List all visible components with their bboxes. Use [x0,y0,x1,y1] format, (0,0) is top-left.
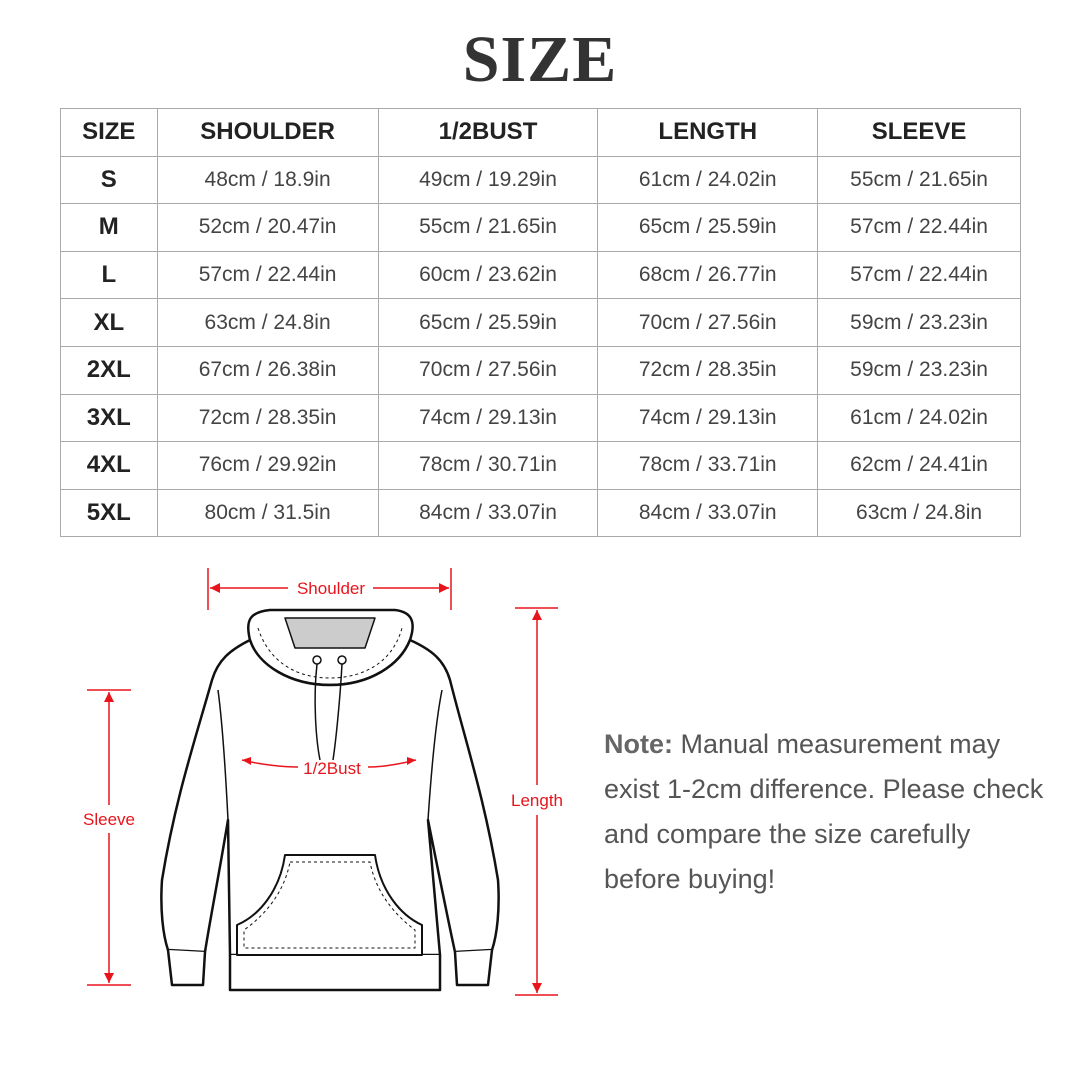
column-header: LENGTH [597,108,819,157]
measurement-cell: 52cm / 20.47in [156,203,379,252]
measurement-cell: 59cm / 23.23in [817,298,1021,347]
measurement-cell: 60cm / 23.62in [377,250,599,300]
measurement-cell: 49cm / 19.29in [377,155,599,205]
column-header: SIZE [60,108,158,157]
column-header: SLEEVE [817,108,1021,157]
measurement-cell: 59cm / 23.23in [817,345,1021,395]
table-row: L 57cm / 22.44in 60cm / 23.62in 68cm / 26.7… [60,250,1021,300]
measurement-cell: 78cm / 30.71in [377,441,599,490]
table-header-row: SIZE SHOULDER 1/2BUST LENGTH SLEEVE [60,108,1021,157]
measurement-cell: 68cm / 26.77in [597,250,819,300]
measurement-cell: 57cm / 22.44in [817,250,1021,300]
length-label: Length [511,791,563,810]
table-row: S 48cm / 18.9in 49cm / 19.29in 61cm / 24.02… [60,155,1021,205]
size-cell: XL [60,298,158,347]
note-label: Note: [604,729,673,759]
bust-label: 1/2Bust [303,759,361,778]
column-header: 1/2BUST [377,108,599,157]
shoulder-label: Shoulder [297,579,365,598]
sleeve-label: Sleeve [83,810,135,829]
table-row: 2XL 67cm / 26.38in 70cm / 27.56in 72cm / 28… [60,345,1021,395]
measurement-cell: 78cm / 33.71in [597,441,819,490]
measurement-cell: 74cm / 29.13in [597,393,819,443]
measurement-cell: 57cm / 22.44in [817,203,1021,252]
measurement-cell: 72cm / 28.35in [597,345,819,395]
measurement-cell: 48cm / 18.9in [156,155,379,205]
hoodie-outline-icon [160,608,500,992]
measurement-cell: 61cm / 24.02in [817,393,1021,443]
table-row: 5XL 80cm / 31.5in 84cm / 33.07in 84cm / 33.… [60,488,1021,538]
table-row: M 52cm / 20.47in 55cm / 21.65in 65cm / 25.5… [60,203,1021,252]
measurement-cell: 72cm / 28.35in [156,393,379,443]
size-cell: 3XL [60,393,158,443]
measurement-cell: 76cm / 29.92in [156,441,379,490]
measurement-cell: 65cm / 25.59in [597,203,819,252]
size-cell: 5XL [60,488,158,538]
note-text: Note: Manual measurement may exist 1-2cm… [604,722,1044,902]
measurement-cell: 70cm / 27.56in [377,345,599,395]
measurement-cell: 57cm / 22.44in [156,250,379,300]
measurement-cell: 55cm / 21.65in [377,203,599,252]
measurement-cell: 84cm / 33.07in [377,488,599,538]
measurement-cell: 70cm / 27.56in [597,298,819,347]
measurement-cell: 74cm / 29.13in [377,393,599,443]
measurement-cell: 63cm / 24.8in [817,488,1021,538]
page-title: SIZE [462,23,618,96]
size-table: SIZE SHOULDER 1/2BUST LENGTH SLEEVE S 48cm / … [60,108,1021,538]
measurement-arrows [87,568,558,996]
column-header: SHOULDER [156,108,379,157]
table-row: 3XL 72cm / 28.35in 74cm / 29.13in 74cm / 29… [60,393,1021,443]
table-row: 4XL 76cm / 29.92in 78cm / 30.71in 78cm / 33… [60,441,1021,490]
measurement-cell: 84cm / 33.07in [597,488,819,538]
measurement-cell: 80cm / 31.5in [156,488,379,538]
size-cell: S [60,155,158,205]
measurement-cell: 61cm / 24.02in [597,155,819,205]
measurement-cell: 55cm / 21.65in [817,155,1021,205]
note-body: Manual measurement may exist 1-2cm diffe… [604,729,1044,894]
